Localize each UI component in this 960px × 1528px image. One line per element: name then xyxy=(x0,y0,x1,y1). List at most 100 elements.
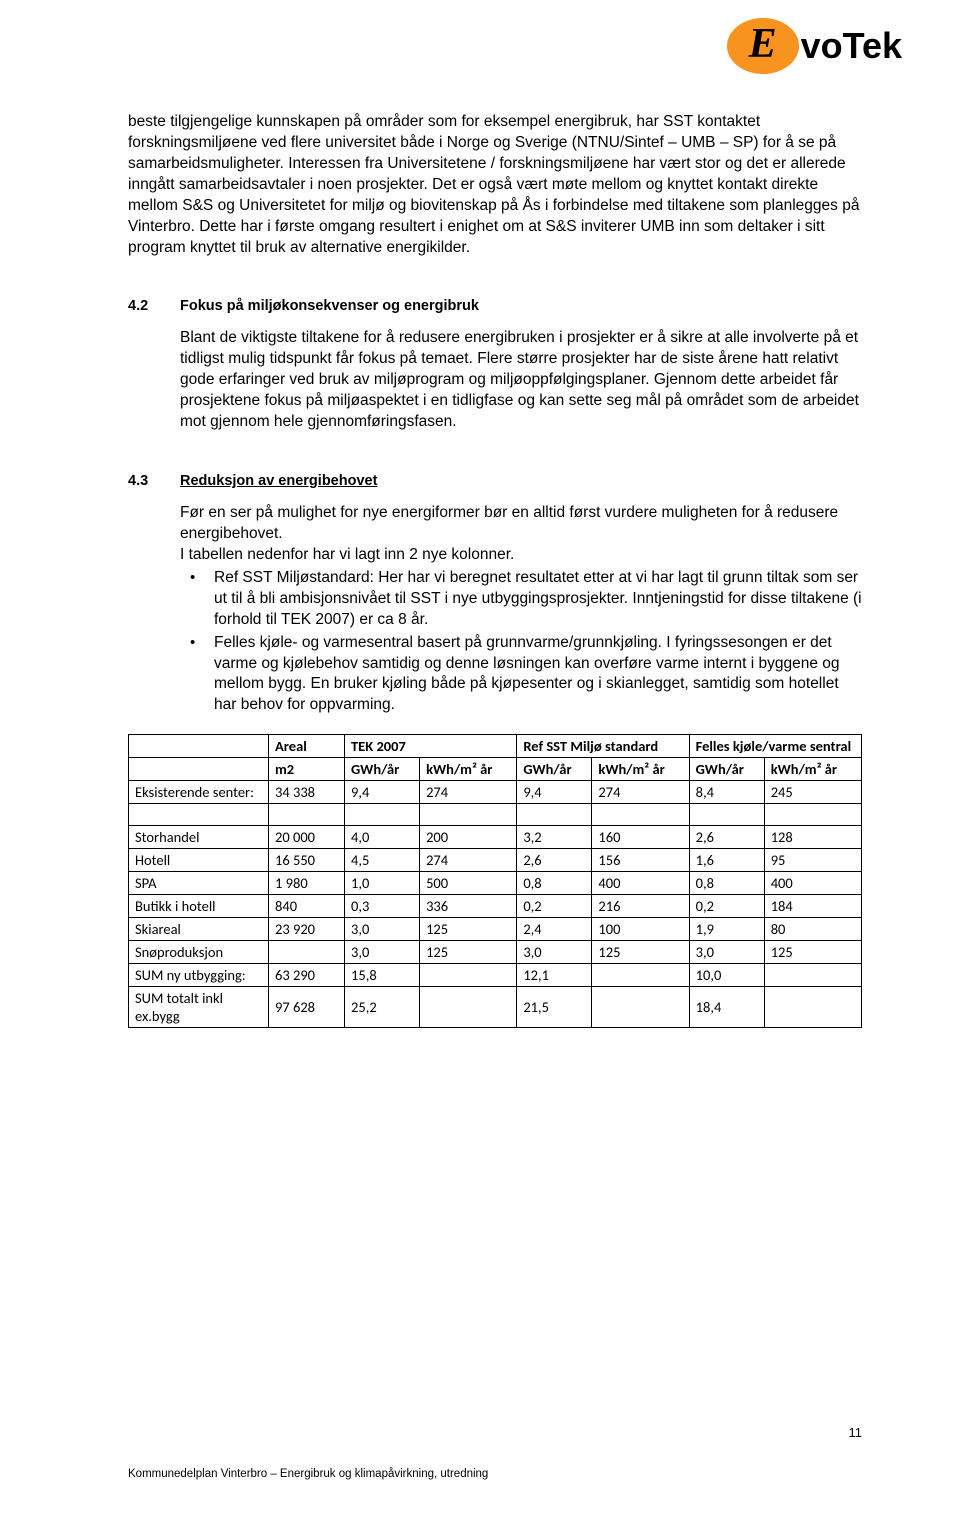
table-cell: 1,9 xyxy=(689,918,764,941)
table-row: Butikk i hotell8400,33360,22160,2184 xyxy=(129,895,862,918)
table-header xyxy=(129,758,269,781)
table-row xyxy=(129,804,862,826)
table-header: kWh/m² år xyxy=(592,758,689,781)
table-header: kWh/m² år xyxy=(420,758,517,781)
table-header: Felles kjøle/varme sentral xyxy=(689,735,861,758)
table-cell: 274 xyxy=(592,781,689,804)
table-row: SUM ny utbygging:63 29015,812,110,0 xyxy=(129,964,862,987)
table-cell: 184 xyxy=(764,895,861,918)
table-cell: 0,8 xyxy=(517,872,592,895)
table-cell: Eksisterende senter: xyxy=(129,781,269,804)
table-cell: 2,6 xyxy=(517,849,592,872)
table-cell xyxy=(592,987,689,1028)
table-cell: 23 920 xyxy=(269,918,345,941)
logo-mark: E xyxy=(727,18,799,74)
section-4-2-heading: 4.2 Fokus på miljøkonsekvenser og energi… xyxy=(128,298,862,314)
table-cell: 125 xyxy=(420,941,517,964)
table-cell: 336 xyxy=(420,895,517,918)
table-cell: 1 980 xyxy=(269,872,345,895)
table-cell: 1,6 xyxy=(689,849,764,872)
section-4-2-body: Blant de viktigste tiltakene for å redus… xyxy=(180,328,862,433)
table-cell: 2,4 xyxy=(517,918,592,941)
table-cell: 16 550 xyxy=(269,849,345,872)
section-4-3-heading: 4.3 Reduksjon av energibehovet xyxy=(128,473,862,489)
table-cell: 3,0 xyxy=(517,941,592,964)
table-header: GWh/år xyxy=(689,758,764,781)
table-cell: 840 xyxy=(269,895,345,918)
list-item: Felles kjøle- og varmesentral basert på … xyxy=(180,633,862,717)
table-cell: 500 xyxy=(420,872,517,895)
table-cell xyxy=(129,804,269,826)
page-content: beste tilgjengelige kunnskapen på område… xyxy=(0,0,960,1068)
table-cell: 400 xyxy=(592,872,689,895)
table-cell xyxy=(517,804,592,826)
table-header: GWh/år xyxy=(517,758,592,781)
table-cell: Storhandel xyxy=(129,826,269,849)
table-cell: 63 290 xyxy=(269,964,345,987)
table-cell: 3,0 xyxy=(345,941,420,964)
table-cell: 9,4 xyxy=(345,781,420,804)
table-cell: Snøproduksjon xyxy=(129,941,269,964)
section-title: Reduksjon av energibehovet xyxy=(180,473,377,489)
table-cell: Skiareal xyxy=(129,918,269,941)
table-cell: 0,3 xyxy=(345,895,420,918)
table-cell: 160 xyxy=(592,826,689,849)
section-4-3-bullets: Ref SST Miljøstandard: Her har vi beregn… xyxy=(180,568,862,716)
table-row: Snøproduksjon3,01253,01253,0125 xyxy=(129,941,862,964)
table-cell: 2,6 xyxy=(689,826,764,849)
table-cell: 3,2 xyxy=(517,826,592,849)
list-item: Ref SST Miljøstandard: Her har vi beregn… xyxy=(180,568,862,631)
table-cell: SUM ny utbygging: xyxy=(129,964,269,987)
table-cell: 0,2 xyxy=(517,895,592,918)
table-cell: 0,8 xyxy=(689,872,764,895)
table-cell: 1,0 xyxy=(345,872,420,895)
table-cell: 3,0 xyxy=(689,941,764,964)
logo: E voTek xyxy=(727,18,902,74)
section-4-3-p1: Før en ser på mulighet for nye energifor… xyxy=(180,504,838,542)
table-header: kWh/m² år xyxy=(764,758,861,781)
section-4-3-body: Før en ser på mulighet for nye energifor… xyxy=(180,503,862,566)
table-row: Eksisterende senter:34 3389,42749,42748,… xyxy=(129,781,862,804)
table-cell xyxy=(764,964,861,987)
table-cell: 18,4 xyxy=(689,987,764,1028)
logo-wordmark: voTek xyxy=(801,25,902,67)
table-cell: 97 628 xyxy=(269,987,345,1028)
table-cell: 3,0 xyxy=(345,918,420,941)
table-cell: 4,0 xyxy=(345,826,420,849)
table-cell: 21,5 xyxy=(517,987,592,1028)
table-cell xyxy=(269,804,345,826)
table-cell xyxy=(420,987,517,1028)
logo-mark-letter: E xyxy=(749,20,777,68)
table-cell: 9,4 xyxy=(517,781,592,804)
table-row: Hotell16 5504,52742,61561,695 xyxy=(129,849,862,872)
table-cell xyxy=(592,964,689,987)
section-number: 4.2 xyxy=(128,298,180,314)
section-number: 4.3 xyxy=(128,473,180,489)
table-cell: 12,1 xyxy=(517,964,592,987)
table-cell xyxy=(269,941,345,964)
table-row: Storhandel20 0004,02003,21602,6128 xyxy=(129,826,862,849)
table-cell xyxy=(345,804,420,826)
table-cell: 20 000 xyxy=(269,826,345,849)
section-4-3-p2: I tabellen nedenfor har vi lagt inn 2 ny… xyxy=(180,546,514,563)
page-number: 11 xyxy=(849,1425,863,1440)
intro-paragraph: beste tilgjengelige kunnskapen på område… xyxy=(128,112,862,258)
table-cell: 125 xyxy=(592,941,689,964)
table-cell: 8,4 xyxy=(689,781,764,804)
table-cell: 125 xyxy=(764,941,861,964)
table-cell: SUM totalt inkl ex.bygg xyxy=(129,987,269,1028)
section-title: Fokus på miljøkonsekvenser og energibruk xyxy=(180,298,479,314)
table-header: m2 xyxy=(269,758,345,781)
table-cell xyxy=(420,964,517,987)
table-cell: 274 xyxy=(420,781,517,804)
table-cell: 95 xyxy=(764,849,861,872)
table-cell: SPA xyxy=(129,872,269,895)
table-cell: 4,5 xyxy=(345,849,420,872)
table-header-row-2: m2 GWh/år kWh/m² år GWh/år kWh/m² år GWh… xyxy=(129,758,862,781)
table-header: GWh/år xyxy=(345,758,420,781)
table-row: SPA1 9801,05000,84000,8400 xyxy=(129,872,862,895)
table-header: Areal xyxy=(269,735,345,758)
table-cell xyxy=(764,987,861,1028)
table-cell: 200 xyxy=(420,826,517,849)
table-cell: 128 xyxy=(764,826,861,849)
